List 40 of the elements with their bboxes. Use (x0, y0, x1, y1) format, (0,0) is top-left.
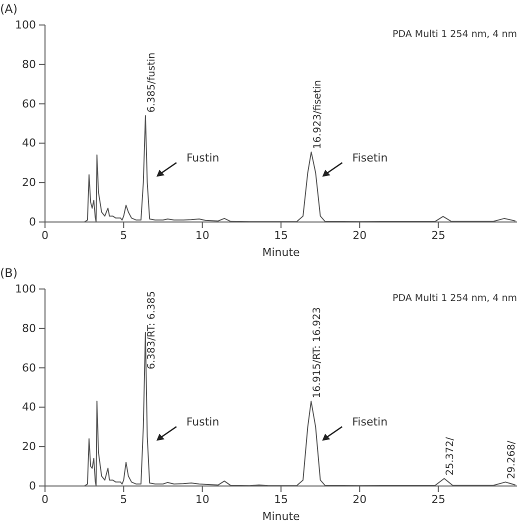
annotation: Fisetin (352, 152, 388, 165)
x-axis-title: Minute (262, 246, 300, 259)
y-tick-label: 60 (22, 97, 36, 110)
x-tick-label: 15 (274, 492, 288, 506)
y-tick-label: 100 (15, 282, 36, 296)
annotation: PDA Multi 1 254 nm, 4 nm (392, 293, 517, 304)
annotation: PDA Multi 1 254 nm, 4 nm (392, 29, 517, 40)
y-tick-label: 20 (22, 176, 36, 190)
y-tick-label: 40 (22, 400, 36, 414)
annotation: 16.915/RT: 16.923 (312, 307, 324, 398)
annotation: 29.268/ (506, 440, 518, 480)
annotation: Fisetin (352, 416, 388, 429)
annotation: 6.385/fustin (146, 52, 158, 113)
y-tick-label: 0 (29, 216, 36, 229)
x-axis-title: Minute (262, 510, 300, 523)
x-tick-label: 10 (195, 228, 210, 242)
x-tick-label: 0 (42, 492, 48, 506)
y-tick-label: 20 (22, 440, 36, 454)
x-tick-label: 10 (195, 492, 210, 506)
x-tick-label: 25 (431, 228, 446, 242)
y-tick-label: 100 (15, 18, 36, 32)
annotation: Fustin (186, 152, 220, 165)
chart-title: (B) (0, 266, 18, 280)
y-tick-label: 60 (22, 361, 36, 374)
x-tick-label: 5 (120, 228, 128, 242)
x-tick-label: 5 (120, 492, 128, 506)
x-tick-label: 15 (274, 228, 288, 242)
annotation: 25.372/ (445, 436, 456, 476)
x-tick-label: 25 (431, 492, 446, 506)
y-tick-label: 80 (22, 322, 36, 335)
y-tick-label: 40 (22, 136, 36, 150)
x-tick-label: 20 (352, 228, 367, 242)
x-tick-label: 20 (352, 492, 367, 506)
x-tick-label: 0 (42, 228, 48, 242)
y-tick-label: 0 (29, 480, 36, 493)
y-tick-label: 80 (22, 58, 36, 71)
annotation: 6.383/RT: 6.385 (146, 291, 158, 370)
chart-title: (A) (0, 2, 18, 16)
annotation: 16.923/fisetin (312, 80, 324, 150)
annotation: Fustin (186, 416, 220, 429)
